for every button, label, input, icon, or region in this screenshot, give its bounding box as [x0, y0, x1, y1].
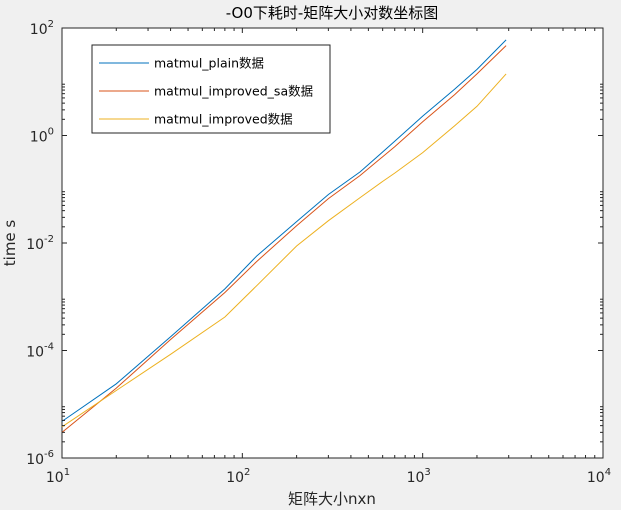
x-tick-label: 104 — [587, 467, 611, 486]
x-tick-base: 10 — [226, 470, 244, 486]
legend-label-1: matmul_plain数据 — [154, 56, 264, 71]
x-axis-label: 矩阵大小nxn — [288, 490, 376, 508]
x-tick-base: 10 — [407, 470, 425, 486]
series-line-2 — [61, 45, 507, 433]
y-tick-label: 10-2 — [26, 234, 54, 253]
y-tick-label: 102 — [30, 19, 54, 38]
legend-label-3: matmul_improved数据 — [154, 112, 293, 127]
y-tick-exponent: -6 — [44, 449, 54, 460]
legend: matmul_plain数据 matmul_improved_sa数据matmul… — [91, 44, 331, 134]
series-line-3 — [61, 73, 507, 428]
y-tick-base: 10 — [26, 237, 44, 253]
legend-label-2: matmul_improved_sa数据 — [154, 84, 313, 99]
y-tick-exponent: -4 — [44, 342, 54, 353]
y-tick-exponent: 0 — [48, 127, 54, 138]
legend-box — [91, 44, 331, 134]
x-tick-base: 10 — [587, 470, 605, 486]
series-layer — [61, 39, 507, 433]
y-tick-label: 10-4 — [26, 342, 54, 361]
y-tick-exponent: 2 — [48, 19, 54, 30]
x-tick-exponent: 4 — [605, 467, 611, 478]
x-tick-label: 103 — [407, 467, 431, 486]
y-tick-base: 10 — [26, 452, 44, 468]
x-tick-exponent: 3 — [424, 467, 430, 478]
y-tick-base: 10 — [30, 22, 48, 38]
series-line-1 — [61, 39, 507, 422]
x-tick-label: 101 — [46, 467, 70, 486]
y-axis-label: time s — [1, 220, 19, 267]
y-tick-base: 10 — [26, 345, 44, 361]
chart-title: -O0下耗时-矩阵大小对数坐标图 — [226, 4, 439, 22]
x-tick-exponent: 2 — [244, 467, 250, 478]
x-tick-base: 10 — [46, 470, 64, 486]
x-tick-exponent: 1 — [64, 467, 70, 478]
y-tick-exponent: -2 — [44, 234, 54, 245]
x-tick-label: 102 — [226, 467, 250, 486]
y-tick-label: 100 — [30, 127, 54, 146]
y-tick-label: 10-6 — [26, 449, 54, 468]
y-tick-base: 10 — [30, 130, 48, 146]
